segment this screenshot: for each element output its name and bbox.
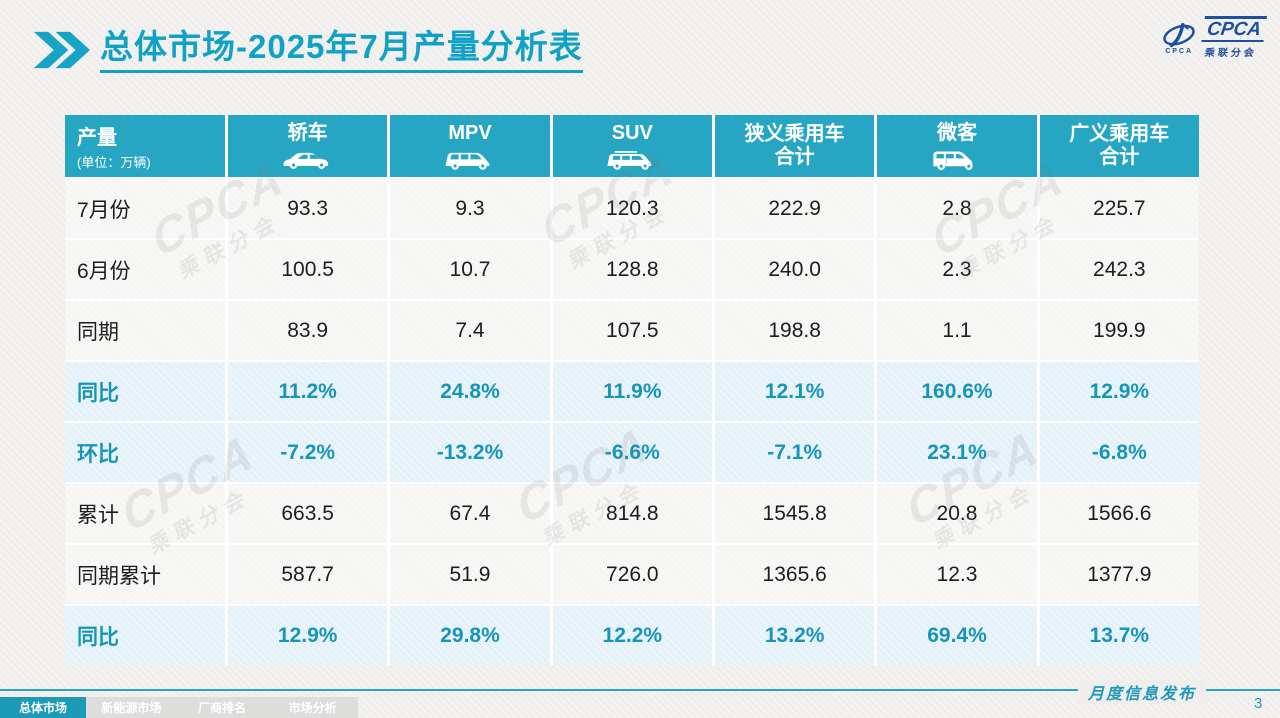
value-cell: -7.2% xyxy=(228,423,388,482)
value-cell: 11.9% xyxy=(552,362,712,421)
row-label: 同比 xyxy=(65,362,225,421)
column-header: 广义乘用车 合计 xyxy=(1039,115,1199,177)
value-cell: 160.6% xyxy=(877,362,1037,421)
footer-tab-strip: 新能源市场 厂商排名 市场分析 xyxy=(86,697,358,718)
page-number: 3 xyxy=(1254,695,1263,712)
value-cell: 198.8 xyxy=(714,301,875,360)
column-label: 轿车 xyxy=(287,121,328,144)
value-cell: 13.7% xyxy=(1039,606,1199,665)
page-title-rest: -2025年7月产量分析表 xyxy=(236,28,583,65)
column-label: 广义乘用车 xyxy=(1069,123,1170,145)
row-label: 7月份 xyxy=(65,179,225,238)
value-cell: 2.8 xyxy=(877,179,1037,238)
footer-tab[interactable]: 厂商排名 xyxy=(198,701,247,715)
value-cell: 120.3 xyxy=(552,179,712,238)
value-cell: -6.8% xyxy=(1039,423,1199,482)
value-cell: 1566.6 xyxy=(1039,484,1199,543)
suv-icon xyxy=(604,146,660,171)
value-cell: -6.6% xyxy=(552,423,712,482)
logo-name: CPCA xyxy=(1201,16,1268,42)
row-label: 同期 xyxy=(65,301,225,360)
value-cell: 24.8% xyxy=(390,362,550,421)
value-cell: 100.5 xyxy=(228,240,388,299)
value-cell: 814.8 xyxy=(552,484,712,543)
value-cell: 587.7 xyxy=(228,545,388,604)
value-cell: 726.0 xyxy=(552,545,712,604)
column-header: 微客 xyxy=(877,115,1037,177)
value-cell: 1.1 xyxy=(877,301,1037,360)
column-label: 狭义乘用车 xyxy=(744,123,845,145)
value-cell: 2.3 xyxy=(877,240,1037,299)
sedan-icon xyxy=(280,146,336,171)
value-cell: 7.4 xyxy=(390,301,550,360)
title-row: 总体市场-2025年7月产量分析表 xyxy=(32,28,583,73)
value-cell: 128.8 xyxy=(552,240,712,299)
value-cell: 11.2% xyxy=(228,362,388,421)
double-chevron-icon xyxy=(32,29,90,71)
value-cell: 69.4% xyxy=(877,606,1037,665)
footer-tab[interactable]: 市场分析 xyxy=(288,701,337,715)
page-title-main: 总体市场 xyxy=(100,28,236,65)
row-label: 累计 xyxy=(65,484,225,543)
value-cell: 12.9% xyxy=(1039,362,1199,421)
value-cell: 12.9% xyxy=(228,606,388,665)
production-table: 产量 (单位：万辆) 轿车 MPV SUV 狭义乘用车 合计 微客 广义乘用车 合计 7月份 93.3… xyxy=(65,115,1199,665)
page-title: 总体市场-2025年7月产量分析表 xyxy=(100,28,583,73)
value-cell: -13.2% xyxy=(390,423,550,482)
unit-header-cell: 产量 (单位：万辆) xyxy=(65,115,225,177)
value-cell: 23.1% xyxy=(877,423,1037,482)
value-cell: 83.9 xyxy=(228,301,388,360)
release-label: 月度信息发布 xyxy=(1078,680,1207,704)
column-header: 轿车 xyxy=(228,115,388,177)
unit-subtitle: (单位：万辆) xyxy=(77,155,151,170)
mpv-icon xyxy=(442,146,498,171)
value-cell: 29.8% xyxy=(390,606,550,665)
footer-tab-active[interactable]: 总体市场 xyxy=(0,697,86,718)
value-cell: 107.5 xyxy=(552,301,712,360)
footer-tab-bar: 总体市场 新能源市场 厂商排名 市场分析 xyxy=(0,697,358,718)
value-cell: 93.3 xyxy=(228,179,388,238)
value-cell: 12.1% xyxy=(714,362,875,421)
value-cell: 222.9 xyxy=(714,179,875,238)
value-cell: 225.7 xyxy=(1039,179,1199,238)
value-cell: 1377.9 xyxy=(1039,545,1199,604)
column-label: 微客 xyxy=(936,121,977,144)
microvan-icon xyxy=(929,146,985,171)
value-cell: 240.0 xyxy=(714,240,875,299)
value-cell: 199.9 xyxy=(1039,301,1199,360)
column-label-line2: 合计 xyxy=(774,146,815,168)
value-cell: 67.4 xyxy=(390,484,550,543)
value-cell: -7.1% xyxy=(714,423,875,482)
emblem-letters: CPCA xyxy=(1165,47,1194,55)
column-header: 狭义乘用车 合计 xyxy=(714,115,875,177)
row-label: 同比 xyxy=(65,606,225,665)
cpca-logo: CPCA CPCA 乘联分会 xyxy=(1161,16,1268,59)
footer-tab[interactable]: 新能源市场 xyxy=(101,701,162,715)
cpca-emblem-icon: CPCA xyxy=(1161,21,1197,55)
value-cell: 20.8 xyxy=(877,484,1037,543)
footer-divider-line xyxy=(0,689,1280,691)
value-cell: 242.3 xyxy=(1039,240,1199,299)
column-label-line2: 合计 xyxy=(1099,146,1140,168)
row-label: 6月份 xyxy=(65,240,225,299)
value-cell: 12.3 xyxy=(877,545,1037,604)
value-cell: 663.5 xyxy=(228,484,388,543)
row-label: 同期累计 xyxy=(65,545,225,604)
row-label: 环比 xyxy=(65,423,225,482)
column-header: MPV xyxy=(390,115,550,177)
value-cell: 1545.8 xyxy=(714,484,875,543)
value-cell: 9.3 xyxy=(390,179,550,238)
column-label: MPV xyxy=(448,121,492,144)
logo-wordmark: CPCA 乘联分会 xyxy=(1199,16,1268,59)
value-cell: 13.2% xyxy=(714,606,875,665)
value-cell: 12.2% xyxy=(552,606,712,665)
unit-title: 产量 xyxy=(77,127,117,149)
value-cell: 1365.6 xyxy=(714,545,875,604)
value-cell: 10.7 xyxy=(390,240,550,299)
logo-subtitle: 乘联分会 xyxy=(1204,48,1258,59)
column-header: SUV xyxy=(552,115,712,177)
column-label: SUV xyxy=(611,121,653,144)
value-cell: 51.9 xyxy=(390,545,550,604)
